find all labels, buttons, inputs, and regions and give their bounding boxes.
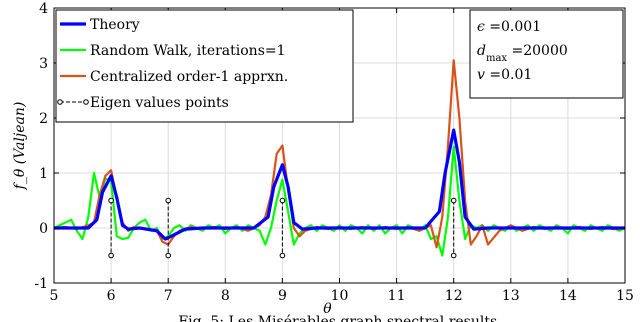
legend-entry-theory-label: Theory [90, 17, 140, 33]
legend-entry-random-walk-label: Random Walk, iterations=1 [90, 43, 286, 59]
y-tick-label: 4 [39, 1, 48, 17]
x-tick-label: 5 [50, 288, 59, 304]
eigen-point-top [450, 197, 457, 204]
parameter-line: dmax =20000 [477, 43, 568, 64]
eigen-point-top [108, 197, 114, 204]
legend-box [55, 9, 354, 123]
x-tick-label: 14 [559, 288, 577, 304]
legend-eigen-marker [83, 99, 89, 105]
x-tick-label: 6 [107, 288, 116, 304]
x-tick-label: 13 [502, 288, 520, 304]
y-tick-label: 2 [39, 111, 48, 127]
x-tick-label: 8 [221, 288, 230, 304]
figure-caption: Fig. 5: Les Misérables graph spectral re… [178, 314, 501, 322]
eigen-point-top [279, 197, 286, 204]
x-tick-label: 12 [445, 288, 463, 304]
x-tick-label: 10 [331, 288, 349, 304]
parameter-line: ϵ =0.001 [477, 19, 541, 35]
eigen-point-bottom [450, 252, 457, 259]
x-tick-label: 15 [616, 288, 634, 304]
eigen-markers [108, 197, 457, 259]
legend-entry-eigen-label: Eigen values points [90, 95, 229, 111]
eigen-point-bottom [279, 252, 286, 259]
x-tick-label: 11 [388, 288, 406, 304]
y-tick-label: 1 [39, 166, 48, 182]
y-tick-label: 0 [39, 221, 48, 237]
legend-eigen-marker [57, 99, 63, 105]
y-axis-label: f_θ (Valjean) [12, 102, 28, 191]
parameter-line: v =0.01 [477, 67, 532, 83]
eigen-point-bottom [108, 252, 114, 259]
x-axis-label: θ [323, 301, 332, 317]
series-layer [53, 59, 626, 257]
x-tick-label: 9 [278, 288, 287, 304]
x-tick-label: 7 [164, 288, 173, 304]
parameter-box-frame [469, 9, 624, 99]
eigen-point-bottom [165, 252, 171, 259]
y-tick-label: 3 [39, 56, 48, 72]
series-theory [54, 128, 625, 241]
parameter-box: ϵ =0.001 dmax =20000 v =0.01 [469, 9, 624, 99]
eigen-point-top [165, 197, 171, 204]
legend-entry-centralized-label: Centralized order-1 apprxn. [90, 69, 288, 85]
y-tick-label: -1 [34, 276, 48, 292]
legend: Theory Random Walk, iterations=1 Centraliz… [55, 9, 354, 123]
